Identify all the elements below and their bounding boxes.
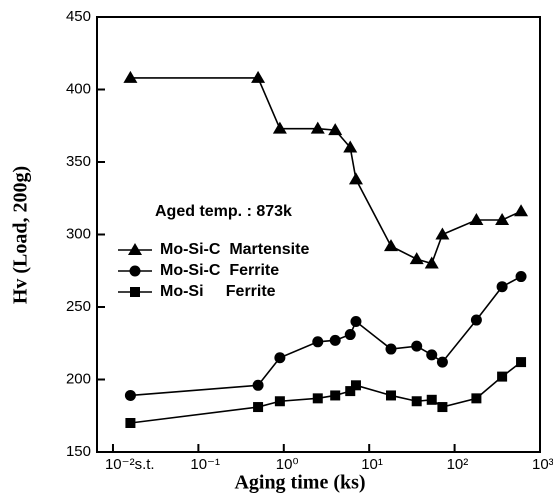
marker <box>252 379 264 391</box>
marker <box>272 121 287 134</box>
marker <box>312 393 323 404</box>
marker <box>411 340 423 352</box>
marker <box>274 352 286 364</box>
x-tick-label: 10⁻²s.t. <box>105 456 155 473</box>
y-axis-label: Hv (Load, 200g) <box>10 166 32 304</box>
marker <box>343 140 358 153</box>
marker <box>385 390 396 401</box>
legend-label: Mo-Si-C Martensite <box>160 241 309 258</box>
legend-marker <box>130 287 140 297</box>
marker <box>426 349 438 361</box>
y-tick-label: 200 <box>66 370 91 387</box>
marker <box>312 336 324 348</box>
marker <box>383 239 398 252</box>
y-tick-label: 150 <box>66 443 91 460</box>
marker <box>274 396 285 407</box>
marker <box>435 227 450 240</box>
x-tick-label: 10³ <box>532 456 553 473</box>
marker <box>515 271 527 283</box>
marker <box>437 402 448 413</box>
marker <box>424 256 439 269</box>
marker <box>514 204 529 217</box>
marker <box>251 70 266 83</box>
plot-frame <box>96 16 541 453</box>
legend-marker <box>129 265 141 277</box>
y-tick-label: 300 <box>66 225 91 242</box>
series-line <box>130 77 522 265</box>
marker <box>123 70 138 83</box>
x-tick-label: 10⁰ <box>276 456 299 473</box>
marker <box>495 213 510 225</box>
x-tick-label: 10⁻¹ <box>190 456 220 473</box>
marker <box>350 316 362 327</box>
legend-label: Mo-Si-C Ferrite <box>160 262 279 279</box>
legend-marker <box>128 243 142 255</box>
y-tick-label: 450 <box>66 8 91 25</box>
y-tick-label: 400 <box>66 80 91 97</box>
marker <box>497 371 508 382</box>
marker <box>471 393 482 404</box>
marker <box>516 357 527 368</box>
marker <box>310 121 325 134</box>
x-tick-label: 10² <box>447 456 469 473</box>
marker <box>411 396 422 407</box>
marker <box>426 394 437 405</box>
marker <box>344 329 356 341</box>
marker <box>348 172 363 185</box>
marker <box>329 334 341 346</box>
y-tick-label: 250 <box>66 298 91 315</box>
marker <box>345 386 356 397</box>
marker <box>330 390 341 401</box>
marker <box>469 213 484 225</box>
marker <box>253 402 264 413</box>
series-line <box>130 275 522 397</box>
marker <box>470 314 482 326</box>
marker <box>436 356 448 368</box>
marker <box>328 123 343 136</box>
x-tick-label: 10¹ <box>361 456 383 473</box>
marker <box>125 418 136 428</box>
marker <box>409 252 424 265</box>
marker <box>385 343 397 355</box>
y-tick-label: 350 <box>66 153 91 170</box>
legend-label: Mo-Si Ferrite <box>160 283 276 300</box>
marker <box>350 380 361 391</box>
x-axis-label: Aging time (ks) <box>234 472 365 494</box>
marker <box>496 281 508 293</box>
marker <box>124 389 136 401</box>
series-line <box>130 361 522 424</box>
annotation: Aged temp. : 873k <box>155 203 292 220</box>
